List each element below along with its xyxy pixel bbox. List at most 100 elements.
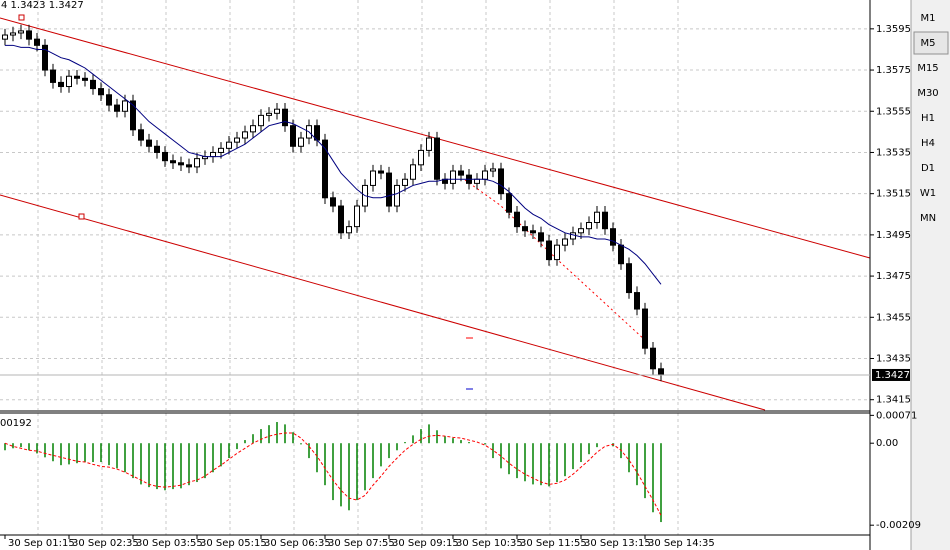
series-line xyxy=(4,432,662,516)
candle-body xyxy=(186,164,192,168)
candle-body xyxy=(506,193,512,213)
candle-body xyxy=(74,75,80,79)
candle-body xyxy=(282,108,288,127)
series-line xyxy=(5,44,662,285)
y-tick-label: 1.3515 xyxy=(876,189,911,200)
candle-body xyxy=(82,77,88,81)
channel-anchor xyxy=(78,213,85,220)
timeframe-button[interactable]: W1 xyxy=(920,188,936,199)
candle-body xyxy=(618,244,624,265)
candle-body xyxy=(634,292,640,310)
candle-body xyxy=(226,141,232,149)
candle-body xyxy=(178,162,184,166)
candle-body xyxy=(514,211,520,228)
candle-body xyxy=(562,238,568,246)
timeframe-button[interactable]: H4 xyxy=(921,138,935,149)
y-tick-label: 1.3455 xyxy=(876,312,911,323)
timeframe-button[interactable]: D1 xyxy=(921,163,935,174)
channel-lower xyxy=(0,194,766,411)
y-tick-label: 1.3495 xyxy=(876,230,911,241)
candle-body xyxy=(522,226,528,232)
candle-body xyxy=(146,139,152,147)
candle-body xyxy=(90,79,96,90)
x-tick-label: 30 Sep 07:55 xyxy=(328,538,395,549)
candle-body xyxy=(274,108,280,114)
candle-body xyxy=(322,139,328,199)
x-tick-label: 30 Sep 02:35 xyxy=(72,538,139,549)
y-tick-label: 1.3435 xyxy=(876,353,911,364)
timeframe-button[interactable]: M1 xyxy=(921,13,936,24)
candle-body xyxy=(106,94,112,106)
channel-anchor xyxy=(18,14,25,21)
candle-body xyxy=(658,368,664,376)
candle-body xyxy=(290,125,296,147)
candle-body xyxy=(650,347,656,370)
y-tick-label: 1.3575 xyxy=(876,65,911,76)
candle-body xyxy=(474,178,480,184)
candle-body xyxy=(530,230,536,234)
candle-body xyxy=(58,81,64,88)
candle-body xyxy=(98,88,104,96)
candle-body xyxy=(578,228,584,234)
candle-body xyxy=(122,100,128,112)
candle-body xyxy=(594,211,600,224)
candle-body xyxy=(642,308,648,349)
candle-body xyxy=(26,30,32,40)
candle-body xyxy=(114,104,120,112)
candle-body xyxy=(450,170,456,184)
x-tick-label: 30 Sep 01:15 xyxy=(8,538,75,549)
x-tick-label: 30 Sep 06:35 xyxy=(264,538,331,549)
candle-body xyxy=(554,244,560,261)
candle-body xyxy=(34,38,40,46)
y2-tick-label: 0.00 xyxy=(876,438,898,449)
candle-body xyxy=(218,147,224,153)
candle-body xyxy=(258,114,264,127)
y-tick-label: 1.3415 xyxy=(876,395,911,406)
candle-body xyxy=(410,164,416,180)
candle-body xyxy=(66,75,72,88)
candle-body xyxy=(426,137,432,151)
plot xyxy=(0,14,871,523)
candle-body xyxy=(50,69,56,83)
candle-body xyxy=(482,170,488,180)
candle-body xyxy=(130,100,136,131)
candle-body xyxy=(538,232,544,242)
timeframe-button[interactable]: H1 xyxy=(921,113,935,124)
y-tick-label: 1.3555 xyxy=(876,106,911,117)
y-tick-label: 1.3475 xyxy=(876,271,911,282)
x-tick-label: 30 Sep 14:35 xyxy=(648,538,715,549)
candle-body xyxy=(402,178,408,186)
candle-body xyxy=(154,145,160,153)
candle-body xyxy=(330,197,336,207)
candle-body xyxy=(346,226,352,234)
candle-body xyxy=(354,205,360,228)
timeframe-button[interactable]: M15 xyxy=(917,63,938,74)
y-tick-label: 1.3535 xyxy=(876,147,911,158)
candle-body xyxy=(458,170,464,176)
y2-tick-label: -0.00209 xyxy=(876,520,921,531)
candle-body xyxy=(546,240,552,261)
candle-body xyxy=(498,168,504,195)
candle-body xyxy=(162,151,168,162)
candle-body xyxy=(586,222,592,230)
timeframe-button[interactable]: M30 xyxy=(917,88,938,99)
candle-body xyxy=(394,184,400,207)
candle-body xyxy=(242,131,248,139)
info-text: 4 1.3423 1.3427 xyxy=(1,0,84,11)
candle-body xyxy=(266,112,272,116)
last-price-label: 1.3427 xyxy=(875,370,910,381)
candle-body xyxy=(234,137,240,143)
candle-body xyxy=(138,129,144,141)
candle-body xyxy=(602,211,608,230)
candle-body xyxy=(210,151,216,158)
x-tick-label: 30 Sep 03:55 xyxy=(136,538,203,549)
timeframe-button[interactable]: M5 xyxy=(921,38,936,49)
timeframe-toolbar xyxy=(911,0,950,550)
candle-body xyxy=(570,232,576,240)
timeframe-button[interactable]: MN xyxy=(920,213,936,224)
candle-body xyxy=(370,170,376,186)
candle-body xyxy=(42,44,48,71)
candle-body xyxy=(626,263,632,294)
candle-body xyxy=(170,160,176,164)
